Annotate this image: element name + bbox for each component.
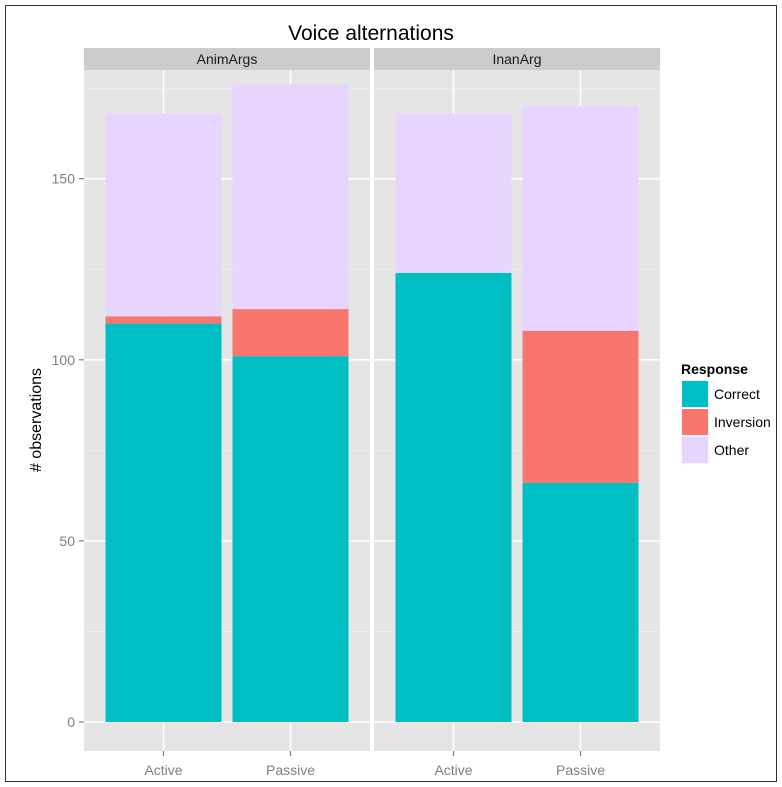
legend-label-inversion: Inversion: [714, 414, 771, 430]
facet-panel-animargs: AnimArgs Active Passive: [84, 48, 370, 778]
facet-panels: AnimArgs Active Passive InanArg Active Passiv…: [84, 48, 660, 778]
legend-title: Response: [681, 361, 748, 377]
facet-strip-label: AnimArgs: [197, 51, 258, 67]
y-axis-label: # observations: [28, 368, 45, 472]
facet-strip-inanarg: [374, 48, 660, 70]
bar-inanarg-active-correct: [395, 272, 512, 723]
x-tick-label: Passive: [556, 762, 605, 778]
legend-swatch-inversion: [682, 409, 708, 435]
bar-animargs-active-inversion: [105, 316, 222, 324]
legend-swatch-correct: [682, 381, 708, 407]
bar-inanarg-active-other: [395, 113, 512, 273]
y-tick-label: 150: [52, 171, 76, 187]
legend-label-other: Other: [714, 442, 749, 458]
chart-title: Voice alternations: [288, 22, 454, 45]
legend: Correct Inversion Other: [680, 379, 771, 465]
bar-animargs-active-correct: [105, 323, 222, 723]
facet-strip-label: InanArg: [492, 51, 541, 67]
legend-label-correct: Correct: [714, 386, 760, 402]
bar-inanarg-passive-inversion: [522, 330, 639, 483]
facet-panel-inanarg: InanArg Active Passive: [374, 48, 660, 778]
y-tick-label: 50: [59, 533, 75, 549]
bar-animargs-passive-inversion: [232, 309, 349, 357]
bar-inanarg-passive-other: [522, 106, 639, 331]
bar-animargs-passive-correct: [232, 356, 349, 723]
y-tick-label: 100: [52, 352, 76, 368]
x-tick-label: Active: [434, 762, 472, 778]
x-tick-label: Passive: [266, 762, 315, 778]
bar-animargs-active-other: [105, 113, 222, 317]
y-tick-label: 0: [67, 714, 75, 730]
facet-strip-animargs: [84, 48, 370, 70]
bar-inanarg-passive-correct: [522, 482, 639, 723]
bar-animargs-passive-other: [232, 84, 349, 310]
x-tick-label: Active: [144, 762, 182, 778]
legend-swatch-other: [682, 437, 708, 463]
y-axis: 0 50 100 150: [52, 171, 84, 730]
